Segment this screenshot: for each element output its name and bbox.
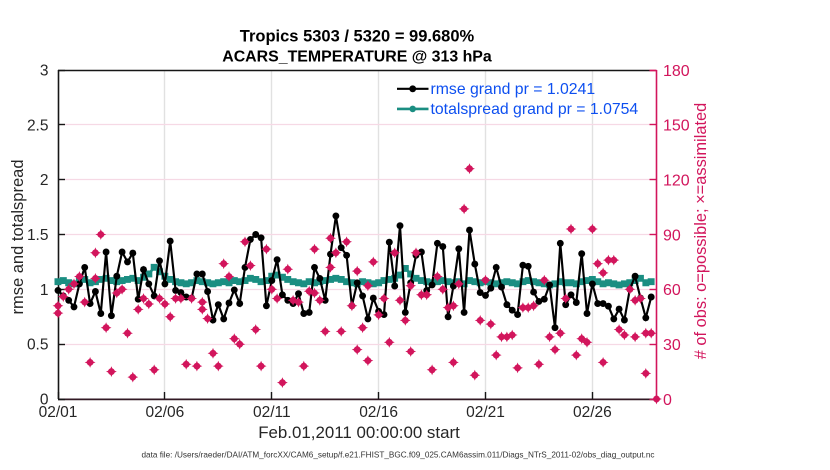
svg-text:2.5: 2.5 — [27, 117, 49, 134]
svg-text:02/01: 02/01 — [39, 404, 78, 421]
svg-text:1.5: 1.5 — [27, 227, 49, 244]
svg-text:0.5: 0.5 — [27, 337, 49, 354]
svg-text:0: 0 — [40, 392, 49, 409]
svg-text:180: 180 — [663, 63, 690, 80]
svg-text:ACARS_TEMPERATURE @ 313 hPa: ACARS_TEMPERATURE @ 313 hPa — [222, 49, 492, 66]
svg-text:30: 30 — [663, 337, 681, 354]
svg-text:02/16: 02/16 — [359, 404, 398, 421]
svg-text:2: 2 — [40, 172, 49, 189]
svg-text:150: 150 — [663, 118, 690, 135]
svg-text:60: 60 — [663, 282, 681, 299]
svg-text:3: 3 — [40, 63, 49, 80]
svg-text:Feb.01,2011 00:00:00 start: Feb.01,2011 00:00:00 start — [258, 423, 460, 442]
svg-text:02/06: 02/06 — [146, 404, 185, 421]
svg-text:Tropics 5303 / 5320 = 99.680%: Tropics 5303 / 5320 = 99.680% — [240, 28, 475, 46]
svg-text:90: 90 — [663, 227, 681, 244]
svg-text:totalspread grand pr = 1.0754: totalspread grand pr = 1.0754 — [431, 101, 639, 118]
svg-text:rmse grand pr = 1.0241: rmse grand pr = 1.0241 — [431, 81, 596, 98]
svg-text:02/21: 02/21 — [466, 404, 505, 421]
svg-text:1: 1 — [40, 282, 49, 299]
svg-text:0: 0 — [663, 392, 672, 409]
svg-text:02/26: 02/26 — [573, 404, 612, 421]
svg-text:120: 120 — [663, 173, 690, 190]
svg-text:02/11: 02/11 — [253, 404, 291, 421]
svg-text:# of obs: o=possible; ×=assimi: # of obs: o=possible; ×=assimilated — [692, 103, 710, 360]
svg-text:data file: /Users/raeder/DAI/A: data file: /Users/raeder/DAI/ATM_forcXX/… — [141, 451, 654, 460]
svg-text:rmse and totalspread: rmse and totalspread — [9, 159, 27, 314]
